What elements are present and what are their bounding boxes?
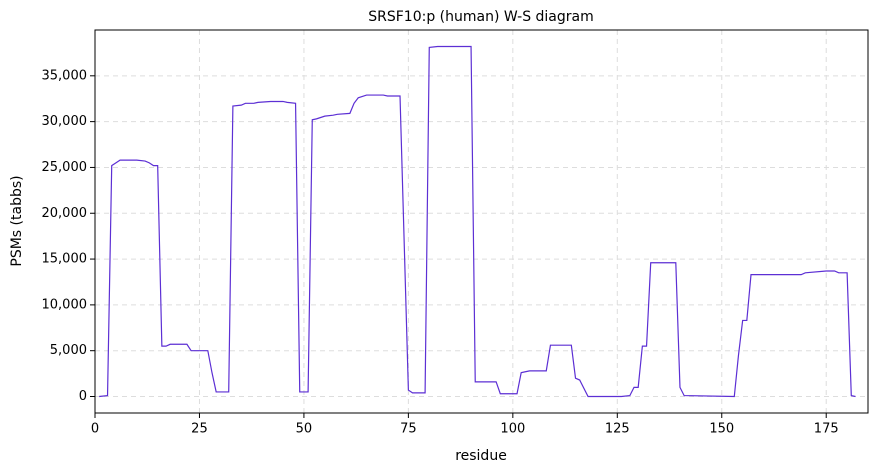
x-tick-label: 100 bbox=[500, 422, 525, 437]
x-tick-label: 50 bbox=[296, 422, 313, 437]
data-line bbox=[99, 45, 856, 398]
x-tick-label: 150 bbox=[709, 422, 734, 437]
x-tick-label: 25 bbox=[191, 422, 208, 437]
x-tick-label: 0 bbox=[91, 422, 99, 437]
y-tick-label: 10,000 bbox=[42, 297, 88, 312]
x-tick-label: 75 bbox=[400, 422, 417, 437]
plot-frame bbox=[94, 29, 869, 414]
y-tick-label: 20,000 bbox=[42, 206, 88, 221]
y-tick-label: 35,000 bbox=[42, 68, 88, 83]
y-tick-label: 30,000 bbox=[42, 114, 88, 129]
y-tick-label: 25,000 bbox=[42, 160, 88, 175]
y-tick-label: 5,000 bbox=[50, 343, 87, 358]
y-axis-label: PSMs (tabbs) bbox=[9, 175, 25, 266]
y-tick-label: 15,000 bbox=[42, 252, 88, 267]
x-tick-label: 175 bbox=[814, 422, 839, 437]
x-tick-label: 125 bbox=[605, 422, 630, 437]
chart-title: SRSF10:p (human) W-S diagram bbox=[368, 9, 594, 25]
x-axis-label: residue bbox=[455, 448, 507, 464]
y-tick-label: 0 bbox=[79, 389, 87, 404]
